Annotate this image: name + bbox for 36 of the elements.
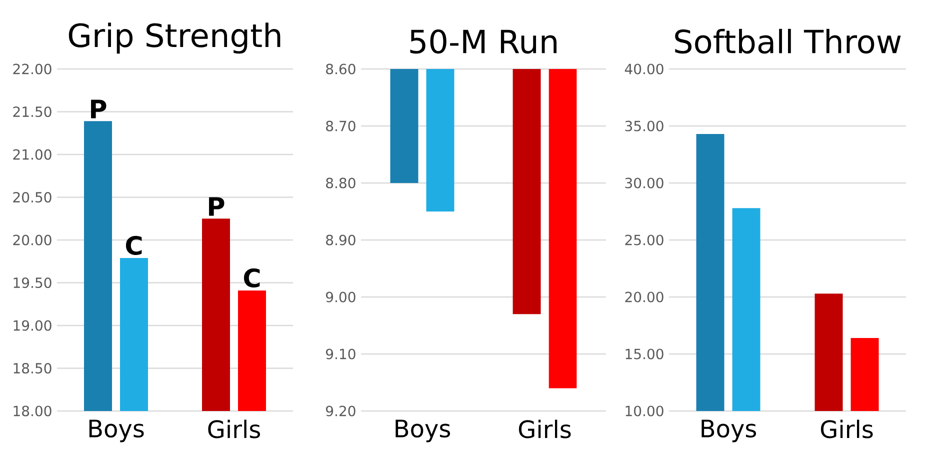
x-tick-label: Girls [820,420,873,438]
y-tick-label: 19.50 [14,277,52,288]
y-tick-label: 21.50 [13,106,52,118]
chart-title: Softball Throw [675,28,901,54]
y-tick-label: 10.00 [626,406,664,416]
y-tick-label: 15.00 [626,348,664,360]
y-tick-label: 9.00 [326,292,356,302]
y-tick-label: 25.00 [625,234,664,246]
y-tick-label: 20.00 [13,234,52,246]
y-tick-label: 18.00 [14,406,52,416]
y-tick-label: 21.00 [13,149,52,160]
x-tick-label: Boys [702,420,756,442]
data-label: C [244,268,260,288]
chart-title: 50-M Run [410,29,556,54]
y-tick-label: 9.20 [326,406,356,416]
data-label: P [209,197,224,216]
data-label: C [126,236,142,256]
y-tick-label: 40.00 [624,64,664,74]
x-tick-label: Girls [518,420,571,438]
y-tick-label: 18.50 [14,362,52,374]
x-tick-label: Boys [396,420,450,442]
x-tick-label: Girls [208,420,260,438]
y-tick-label: 19.00 [14,320,52,331]
y-tick-label: 35.00 [625,120,664,132]
y-tick-label: 8.90 [326,234,356,246]
chart-title: Grip Strength [68,22,280,54]
y-tick-label: 8.60 [326,64,356,74]
data-label: P [91,100,106,118]
y-tick-label: 30.00 [625,178,664,188]
y-tick-label: 8.70 [326,120,356,132]
y-tick-label: 22.00 [13,64,52,74]
y-tick-label: 20.50 [13,192,52,203]
y-tick-label: 8.80 [326,178,356,188]
y-tick-label: 9.10 [326,348,356,360]
x-tick-label: Boys [89,420,144,442]
y-tick-label: 20.00 [625,292,664,302]
